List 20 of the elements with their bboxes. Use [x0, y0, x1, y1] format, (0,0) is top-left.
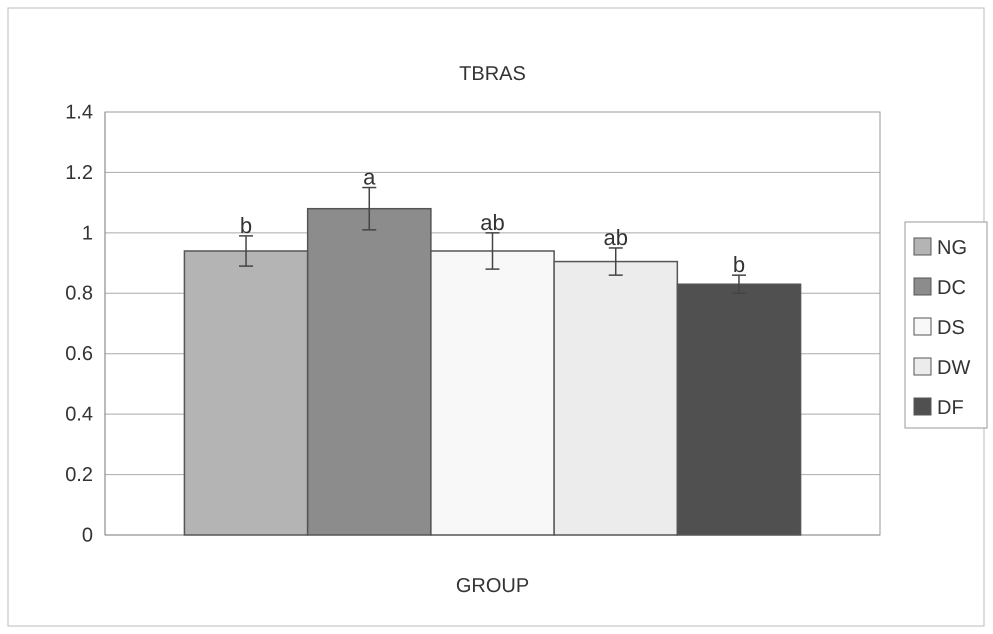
y-tick-label: 0: [82, 524, 93, 546]
chart-title: TBRAS: [459, 63, 526, 85]
annotation: ab: [603, 224, 628, 250]
y-tick-label: 1: [82, 222, 93, 244]
y-tick-label: 0.6: [65, 343, 93, 366]
y-tick-label: 0.8: [65, 282, 93, 305]
legend-label: DW: [937, 357, 970, 379]
legend-label: DF: [937, 397, 964, 419]
annotation: a: [363, 164, 376, 190]
annotation: b: [732, 252, 746, 278]
annotation: b: [240, 212, 252, 238]
annotation: ab: [480, 210, 505, 235]
y-tick-label: 0.4: [65, 404, 93, 426]
legend-label: NG: [937, 237, 967, 259]
legend-label: DS: [937, 317, 965, 339]
y-tick-label: 1.2: [65, 162, 93, 184]
legend-label: DC: [937, 277, 966, 299]
x-axis-title: GROUP: [456, 575, 530, 597]
y-tick-label: 1.4: [65, 101, 93, 124]
y-tick-label: 0.2: [65, 464, 93, 486]
